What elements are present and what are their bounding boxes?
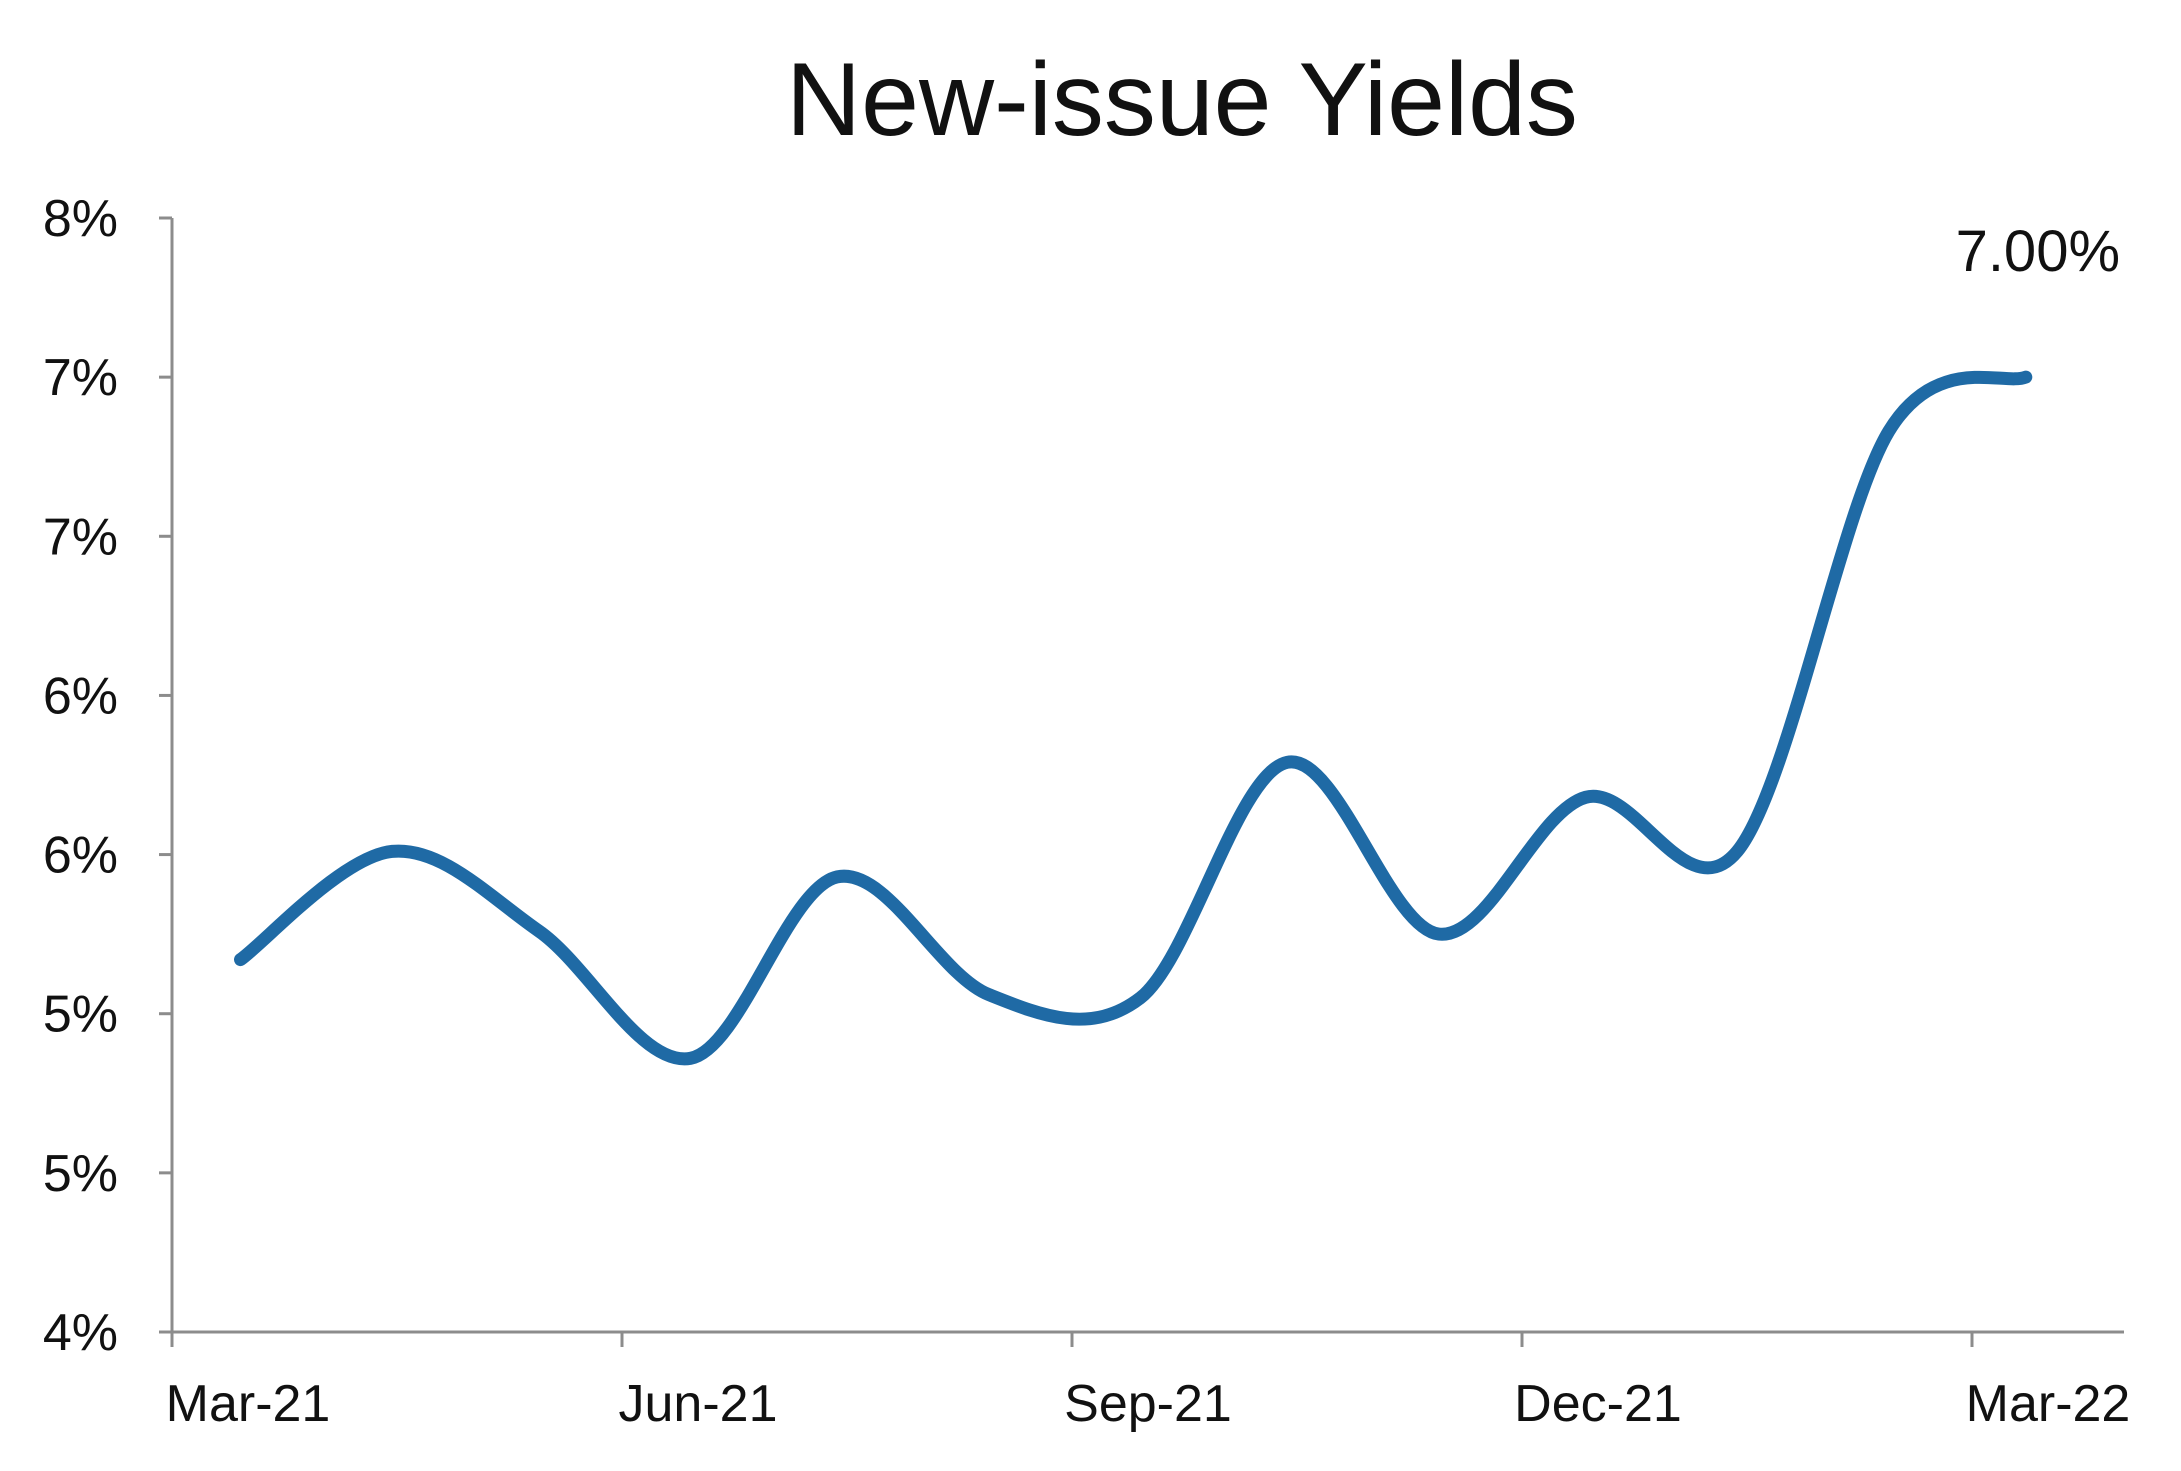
y-ticks: 4% 5% 5% 6% 6% 7% 7% 8% [43, 190, 172, 1362]
x-tick-label: Sep-21 [1064, 1375, 1232, 1433]
y-tick-label: 7% [43, 508, 118, 566]
x-ticks: Mar-21 Jun-21 Sep-21 Dec-21 Mar-22 [166, 1332, 2131, 1433]
y-tick-label: 6% [43, 667, 118, 725]
data-label: 7.00% [1956, 219, 2120, 284]
x-axis: Mar-21 Jun-21 Sep-21 Dec-21 Mar-22 [166, 1330, 2131, 1433]
y-tick-label: 4% [43, 1304, 118, 1362]
y-tick-label: 5% [43, 986, 118, 1044]
y-axis: 4% 5% 5% 6% 6% 7% 7% 8% [43, 190, 174, 1362]
x-tick-label: Jun-21 [619, 1375, 778, 1433]
x-tick-label: Dec-21 [1514, 1375, 1682, 1433]
y-tick-label: 8% [43, 190, 118, 248]
x-tick-label: Mar-22 [1966, 1375, 2131, 1433]
series-line-0 [234, 370, 2033, 1066]
annotation-layer: 7.00% [1956, 219, 2120, 284]
series-layer [234, 370, 2033, 1066]
chart-title: New-issue Yields [786, 42, 1578, 158]
y-tick-label: 7% [43, 349, 118, 407]
y-tick-label: 6% [43, 827, 118, 885]
y-tick-label: 5% [43, 1145, 118, 1203]
x-tick-label: Mar-21 [166, 1375, 331, 1433]
